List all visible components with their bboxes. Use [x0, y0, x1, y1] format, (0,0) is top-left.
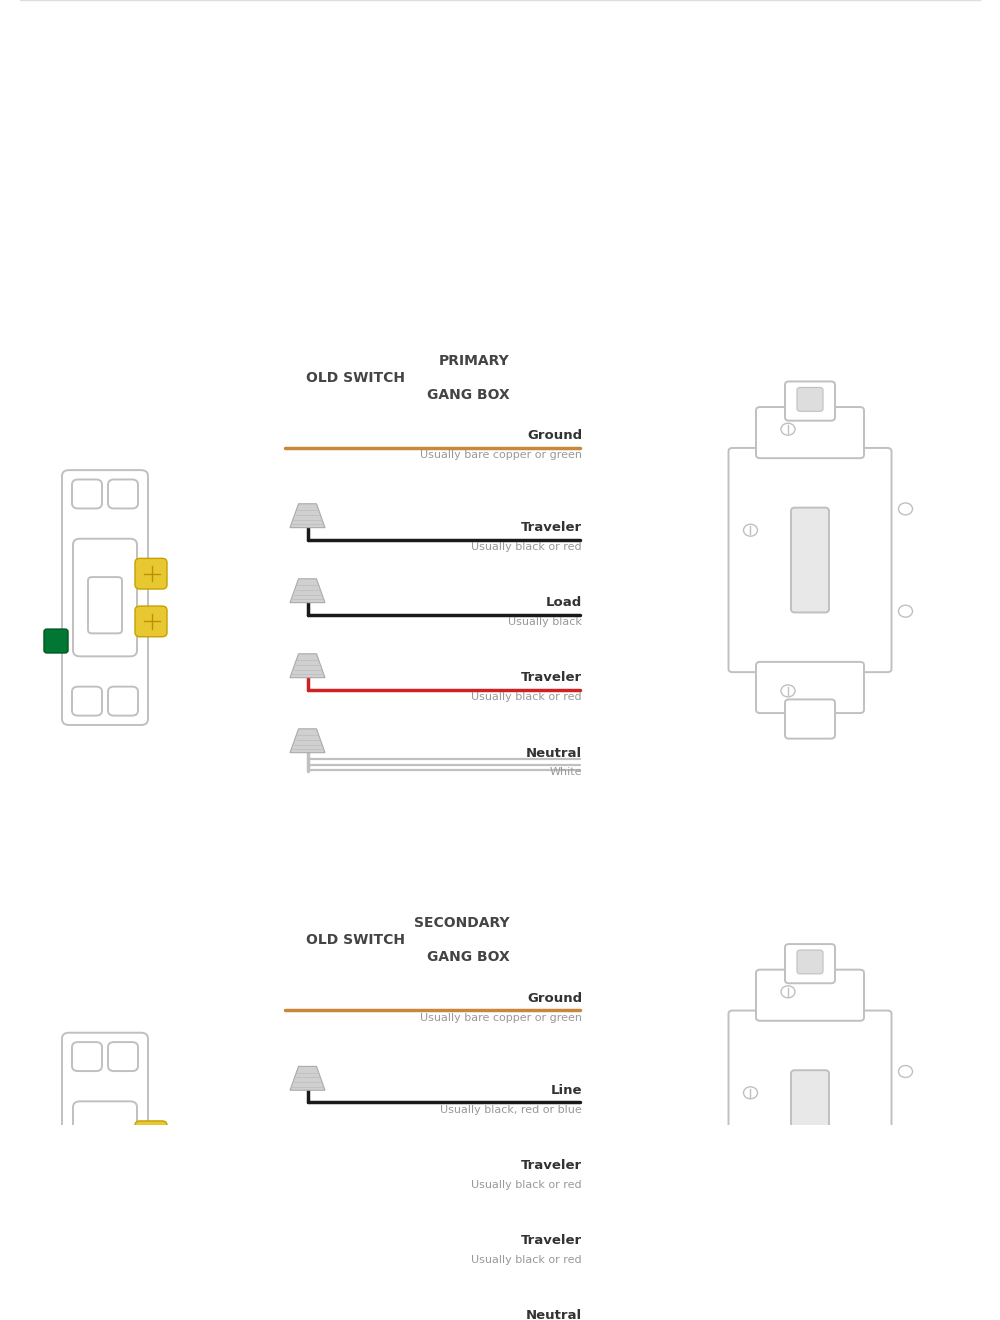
Text: Neutral: Neutral: [526, 1309, 582, 1320]
FancyBboxPatch shape: [728, 1011, 892, 1234]
FancyBboxPatch shape: [72, 686, 102, 715]
FancyBboxPatch shape: [88, 577, 122, 634]
Circle shape: [743, 524, 758, 536]
FancyBboxPatch shape: [756, 661, 864, 713]
FancyBboxPatch shape: [797, 388, 823, 412]
Text: Ground: Ground: [527, 993, 582, 1005]
FancyBboxPatch shape: [135, 606, 167, 636]
FancyBboxPatch shape: [44, 1192, 68, 1216]
Text: Line: Line: [550, 1084, 582, 1097]
FancyBboxPatch shape: [756, 1225, 864, 1275]
Polygon shape: [290, 653, 325, 677]
Text: OLD SWITCH: OLD SWITCH: [306, 933, 404, 948]
FancyBboxPatch shape: [785, 944, 835, 983]
Text: Neutral: Neutral: [526, 747, 582, 759]
FancyBboxPatch shape: [791, 1071, 829, 1175]
Text: OLD SWITCH: OLD SWITCH: [306, 371, 404, 384]
Text: Traveler: Traveler: [521, 1159, 582, 1172]
FancyBboxPatch shape: [785, 1262, 835, 1302]
FancyBboxPatch shape: [135, 1121, 167, 1151]
FancyBboxPatch shape: [785, 700, 835, 739]
Text: Usually bare copper or green: Usually bare copper or green: [420, 1012, 582, 1023]
Text: Load: Load: [546, 597, 582, 610]
Text: Traveler: Traveler: [521, 1234, 582, 1247]
FancyBboxPatch shape: [62, 1032, 148, 1287]
FancyBboxPatch shape: [108, 479, 138, 508]
FancyBboxPatch shape: [797, 950, 823, 974]
Circle shape: [781, 1247, 795, 1259]
FancyBboxPatch shape: [72, 479, 102, 508]
Circle shape: [898, 606, 912, 618]
Text: Traveler: Traveler: [521, 521, 582, 535]
Text: GANG BOX: GANG BOX: [427, 388, 510, 401]
Polygon shape: [290, 504, 325, 528]
Text: Traveler: Traveler: [521, 672, 582, 685]
FancyBboxPatch shape: [785, 381, 835, 421]
Text: GANG BOX: GANG BOX: [427, 950, 510, 965]
FancyBboxPatch shape: [73, 1101, 137, 1218]
Circle shape: [898, 1168, 912, 1180]
FancyBboxPatch shape: [72, 1041, 102, 1071]
Text: Usually black or red: Usually black or red: [471, 543, 582, 552]
FancyBboxPatch shape: [756, 407, 864, 458]
Polygon shape: [290, 1142, 325, 1166]
Circle shape: [781, 986, 795, 998]
Text: Usually bare copper or green: Usually bare copper or green: [420, 450, 582, 461]
Circle shape: [898, 503, 912, 515]
Text: Usually black: Usually black: [508, 618, 582, 627]
Circle shape: [781, 685, 795, 697]
FancyBboxPatch shape: [135, 558, 167, 589]
FancyBboxPatch shape: [72, 1249, 102, 1278]
FancyBboxPatch shape: [108, 1041, 138, 1071]
Polygon shape: [290, 1067, 325, 1090]
FancyBboxPatch shape: [108, 686, 138, 715]
FancyBboxPatch shape: [108, 1249, 138, 1278]
Text: Usually black, red or blue: Usually black, red or blue: [440, 1105, 582, 1115]
FancyBboxPatch shape: [62, 470, 148, 725]
Polygon shape: [290, 1217, 325, 1241]
Circle shape: [743, 1086, 758, 1098]
Text: Ground: Ground: [527, 429, 582, 442]
FancyBboxPatch shape: [728, 447, 892, 672]
Text: Usually black or red: Usually black or red: [471, 1255, 582, 1265]
Text: Usually black or red: Usually black or red: [471, 1180, 582, 1189]
FancyBboxPatch shape: [135, 1168, 167, 1200]
Text: SECONDARY: SECONDARY: [414, 916, 510, 931]
Circle shape: [898, 1065, 912, 1077]
Polygon shape: [290, 729, 325, 752]
FancyBboxPatch shape: [73, 539, 137, 656]
FancyBboxPatch shape: [756, 970, 864, 1020]
Polygon shape: [290, 578, 325, 603]
Circle shape: [781, 424, 795, 436]
FancyBboxPatch shape: [791, 508, 829, 612]
Text: White: White: [550, 767, 582, 777]
Text: Usually black or red: Usually black or red: [471, 692, 582, 702]
FancyBboxPatch shape: [88, 1139, 122, 1196]
Text: PRIMARY: PRIMARY: [439, 354, 510, 367]
FancyBboxPatch shape: [44, 630, 68, 653]
Polygon shape: [290, 1291, 325, 1315]
